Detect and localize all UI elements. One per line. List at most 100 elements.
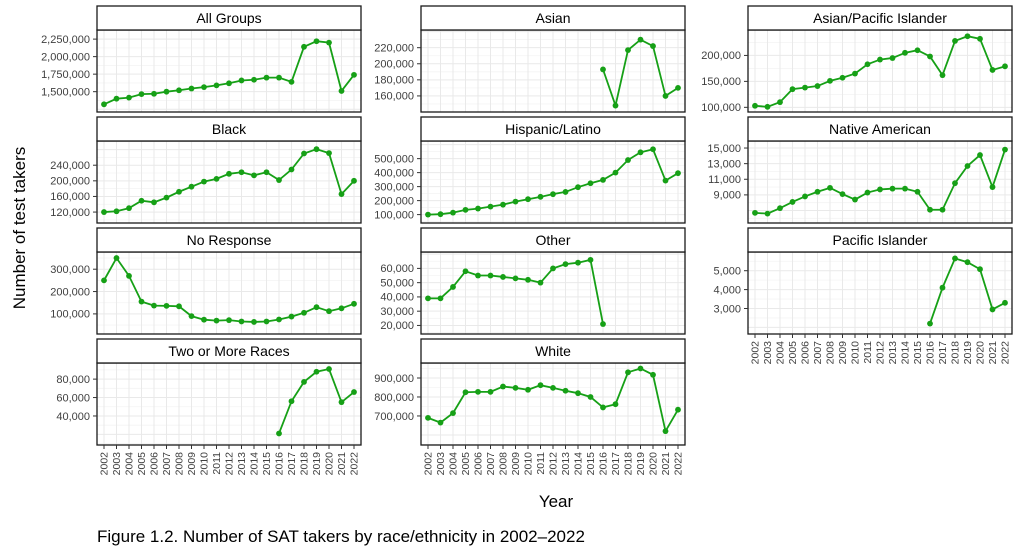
- data-point: [351, 71, 357, 78]
- data-point: [977, 266, 983, 273]
- data-point: [550, 265, 556, 272]
- data-point: [301, 378, 307, 385]
- data-point: [151, 199, 157, 206]
- x-tick-label: 2006: [800, 341, 812, 365]
- data-point: [138, 197, 145, 204]
- data-point: [764, 103, 771, 110]
- x-tick-label: 2010: [850, 341, 862, 365]
- x-tick-label: 2020: [648, 452, 660, 476]
- data-point: [326, 366, 332, 372]
- data-point: [989, 306, 996, 313]
- data-point: [263, 74, 270, 81]
- data-point: [288, 166, 295, 173]
- data-point: [952, 180, 958, 187]
- data-point: [500, 274, 506, 280]
- y-tick-label: 5,000: [713, 266, 741, 278]
- data-point: [251, 172, 257, 179]
- data-point: [939, 206, 946, 213]
- data-point: [338, 305, 345, 312]
- y-tick-label: 60,000: [380, 263, 414, 275]
- data-point: [276, 316, 282, 323]
- x-tick-label: 2012: [224, 452, 236, 476]
- x-tick-label: 2014: [573, 452, 585, 476]
- data-point: [462, 389, 469, 396]
- y-tick-label: 13,000: [707, 158, 741, 170]
- data-point: [964, 163, 971, 169]
- data-point: [475, 205, 481, 212]
- data-point: [752, 209, 758, 216]
- x-tick-label: 2021: [660, 452, 672, 476]
- x-tick-label: 2013: [560, 452, 572, 476]
- x-axis-title: Year: [538, 492, 574, 511]
- data-point: [313, 146, 320, 153]
- data-point: [263, 318, 270, 325]
- data-point: [113, 255, 120, 261]
- data-point: [864, 61, 871, 68]
- data-point: [662, 177, 669, 184]
- data-point: [176, 87, 182, 94]
- y-tick-label: 1,500,000: [41, 86, 90, 98]
- data-point: [562, 189, 569, 195]
- data-point: [752, 102, 758, 109]
- x-tick-label: 2022: [1000, 341, 1012, 365]
- data-point: [487, 272, 494, 279]
- y-tick-label: 50,000: [380, 277, 414, 289]
- x-tick-label: 2016: [274, 452, 286, 476]
- data-point: [877, 186, 883, 193]
- data-point: [226, 80, 232, 87]
- y-tick-label: 200,000: [374, 195, 414, 207]
- panel-asian: Asian 160,000 180,000 200,000 220,000: [374, 5, 686, 113]
- data-point: [562, 387, 569, 394]
- data-point: [113, 95, 120, 102]
- y-tick-label: 700,000: [374, 411, 414, 423]
- data-point: [600, 177, 606, 183]
- data-point: [213, 317, 220, 324]
- data-point: [450, 284, 456, 290]
- data-point: [964, 259, 971, 266]
- data-point: [313, 304, 320, 311]
- data-point: [512, 275, 519, 282]
- x-tick-label: 2011: [535, 452, 547, 475]
- data-point: [827, 77, 833, 84]
- x-tick-label: 2017: [610, 452, 622, 476]
- data-point: [313, 368, 320, 375]
- data-point: [188, 183, 195, 190]
- data-point: [977, 35, 983, 42]
- x-tick-label: 2017: [286, 452, 298, 476]
- data-point: [550, 191, 556, 198]
- facet-title: Pacific Islander: [833, 232, 928, 248]
- x-tick-label: 2018: [950, 341, 962, 365]
- y-tick-label: 240,000: [50, 160, 90, 172]
- data-point: [525, 196, 531, 203]
- x-tick-label: 2011: [862, 341, 874, 364]
- data-point: [437, 295, 444, 302]
- data-point: [650, 371, 656, 378]
- data-point: [675, 170, 681, 177]
- data-point: [600, 321, 606, 327]
- x-tick-label: 2012: [875, 341, 887, 365]
- data-point: [276, 177, 282, 183]
- data-point: [163, 194, 170, 201]
- panel-asian-pacific-islander: Asian/Pacific Islander 100,000 150,000 200,…: [701, 5, 1013, 114]
- data-point: [176, 188, 182, 195]
- data-point: [575, 259, 581, 266]
- data-point: [525, 276, 531, 283]
- data-point: [437, 419, 444, 426]
- y-tick-label: 220,000: [374, 42, 414, 54]
- x-tick-label: 2008: [498, 452, 510, 476]
- data-point: [600, 66, 606, 73]
- x-tick-label: 2008: [174, 452, 186, 476]
- y-tick-label: 150,000: [701, 76, 741, 88]
- x-tick-label: 2004: [448, 452, 460, 476]
- data-point: [437, 211, 444, 218]
- y-tick-label: 40,000: [56, 411, 90, 423]
- data-point: [462, 268, 469, 275]
- y-tick-label: 200,000: [50, 286, 90, 298]
- x-tick-label: 2022: [349, 452, 361, 476]
- x-tick-label: 2018: [299, 452, 311, 476]
- data-point: [827, 184, 833, 191]
- data-point: [789, 86, 796, 93]
- y-tick-label: 4,000: [713, 284, 741, 296]
- x-tick-label: 2020: [324, 452, 336, 476]
